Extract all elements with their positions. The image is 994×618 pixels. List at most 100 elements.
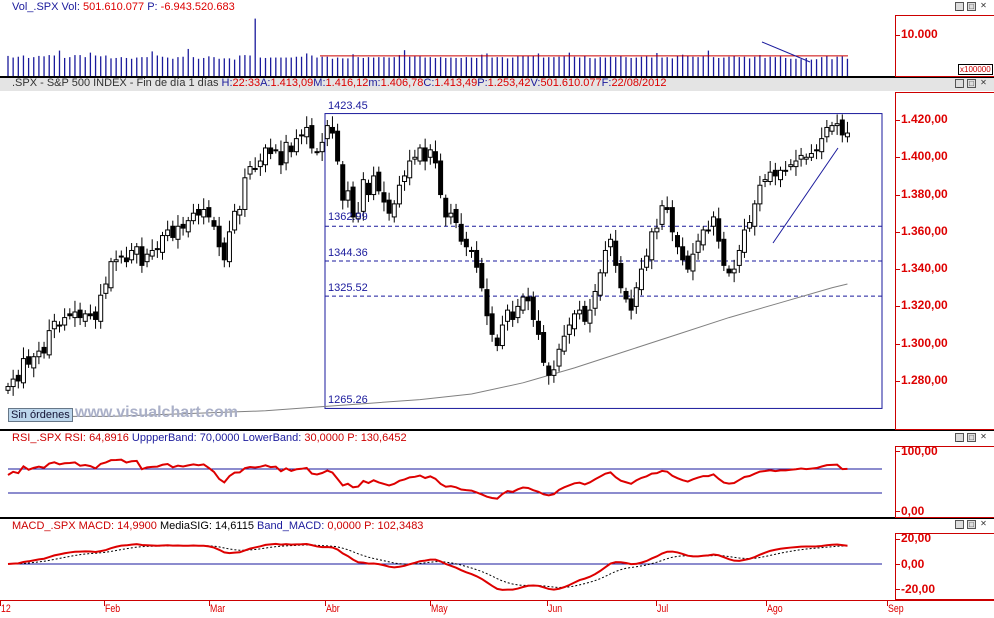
candle-up [36, 350, 42, 358]
close-icon[interactable]: ✕ [980, 78, 987, 87]
candle-down [582, 305, 588, 322]
field-value: 22:33 [232, 77, 261, 89]
date-tick [430, 600, 431, 606]
candle-up [345, 190, 351, 201]
close-icon[interactable]: ✕ [980, 519, 987, 528]
macd-tick [895, 539, 900, 540]
candle-up [103, 283, 109, 294]
candle-down [675, 235, 680, 248]
price-tick [895, 194, 900, 196]
candle-up [46, 330, 52, 356]
minimize-icon[interactable]: _ [955, 2, 964, 11]
close-icon[interactable]: ✕ [980, 432, 987, 441]
symbol-title: .SPX - S&P 500 INDEX - Fin de día 1 días [12, 77, 219, 89]
candle-up [319, 141, 325, 153]
candle-up [767, 171, 773, 183]
candle-down [221, 242, 227, 261]
candle-down [721, 238, 727, 266]
price-tick [895, 269, 900, 271]
candle-down [453, 208, 459, 224]
candle-down [288, 145, 294, 153]
candle-down [139, 246, 145, 266]
macd-name: MACD_.SPX [12, 520, 76, 532]
macd-signal-value: 14,6115 [215, 520, 254, 532]
panel-divider[interactable] [0, 429, 994, 431]
macd-axis-label: 0,00 [901, 557, 925, 571]
candle-up [293, 138, 299, 153]
candle-up [551, 369, 557, 376]
candle-up [10, 378, 16, 388]
field-label: M: [313, 77, 326, 89]
macd-axis-label: 20,00 [901, 531, 932, 545]
candle-up [391, 203, 397, 218]
candle-up [654, 227, 660, 233]
candle-up [324, 125, 330, 140]
minimize-icon[interactable]: _ [955, 520, 964, 529]
price-axis-label: 1.360,00 [901, 223, 948, 238]
macd-signal-label: MediaSIG: [159, 520, 212, 532]
vol-p-label: P: [147, 1, 158, 13]
maximize-icon[interactable]: □ [967, 520, 976, 529]
candle-down [443, 197, 449, 218]
candle-up [82, 313, 88, 322]
candle-up [134, 246, 140, 255]
field-value: 1.406,78 [380, 77, 424, 89]
candle-down [26, 356, 32, 365]
macd-line [7, 542, 848, 591]
candle-up [747, 222, 753, 229]
orders-button[interactable]: Sin órdenes [8, 408, 73, 422]
candle-up [592, 290, 598, 309]
candle-up [829, 125, 835, 132]
candle-up [371, 175, 377, 196]
minimize-icon[interactable]: _ [955, 433, 964, 442]
vol-value: 501.610.077 [82, 1, 145, 13]
candle-down [366, 182, 371, 196]
panel-divider[interactable] [0, 517, 994, 519]
candle-down [422, 147, 428, 162]
candle-up [762, 179, 768, 183]
trend-line [772, 147, 839, 244]
panel-divider[interactable] [0, 76, 994, 78]
candle-up [778, 169, 783, 181]
maximize-icon[interactable]: □ [967, 2, 976, 11]
field-value: 1.413,49 [434, 77, 478, 89]
fib-label: 1423.45 [328, 100, 368, 112]
macd-p-value: 102,3483 [377, 520, 424, 532]
date-label: Feb [105, 603, 121, 615]
price-tick [895, 306, 900, 308]
candle-down [535, 320, 541, 335]
minimize-icon[interactable]: _ [955, 79, 964, 88]
candle-up [659, 205, 665, 225]
candle-down [438, 160, 444, 196]
maximize-icon[interactable]: □ [967, 79, 976, 88]
candle-up [129, 249, 135, 261]
candle-down [489, 313, 495, 335]
candle-up [783, 169, 789, 172]
candle-up [736, 249, 742, 266]
candle-up [247, 166, 253, 175]
candle-down [618, 263, 624, 289]
candle-down [180, 223, 186, 229]
volume-indicator-name: Vol_.SPX [12, 1, 59, 13]
candle-up [5, 386, 11, 391]
maximize-icon[interactable]: □ [967, 433, 976, 442]
fib-label: 1325.52 [328, 282, 368, 294]
candle-down [170, 225, 176, 238]
candle-up [98, 294, 104, 322]
rsi-tick [895, 451, 900, 452]
candle-up [515, 305, 521, 319]
candle-down [510, 311, 516, 320]
candle-up [700, 229, 706, 246]
close-icon[interactable]: ✕ [980, 1, 987, 10]
volume-price-axis [895, 15, 994, 77]
candle-up [814, 149, 820, 152]
candle-up [299, 134, 305, 137]
field-value: 1.253,42 [487, 77, 531, 89]
date-tick [104, 600, 105, 606]
candle-up [417, 147, 423, 162]
candle-up [355, 212, 361, 220]
price-tick [895, 343, 900, 345]
candle-up [834, 123, 840, 127]
candle-down [350, 186, 356, 218]
